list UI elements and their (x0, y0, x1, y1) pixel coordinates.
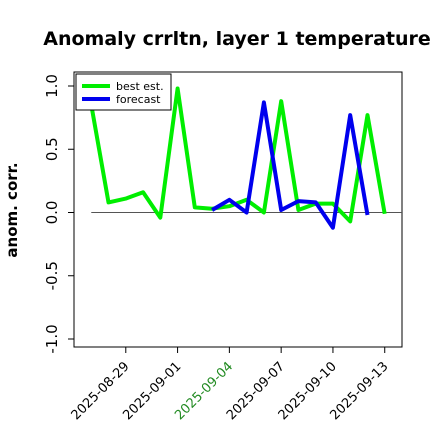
chart-title: Anomaly crrltn, layer 1 temperature (43, 28, 431, 50)
series-line-forecast (211, 100, 370, 230)
y-tick-label: 0.0 (43, 201, 61, 225)
y-tick-label: -1.0 (43, 324, 61, 353)
y-tick-label: 1.0 (43, 74, 61, 98)
legend-label: forecast (116, 93, 161, 106)
legend-box (75, 73, 172, 111)
y-axis-label: anom. corr. (3, 162, 21, 257)
legend-label: best est. (116, 80, 164, 93)
legend: best est.forecast (75, 73, 172, 111)
y-tick-label: -0.5 (43, 261, 61, 290)
y-tick-label: 0.5 (43, 137, 61, 161)
plot-area: -1.0-0.50.00.51.02025-08-292025-09-01202… (43, 71, 403, 423)
plot-frame (73, 71, 403, 348)
